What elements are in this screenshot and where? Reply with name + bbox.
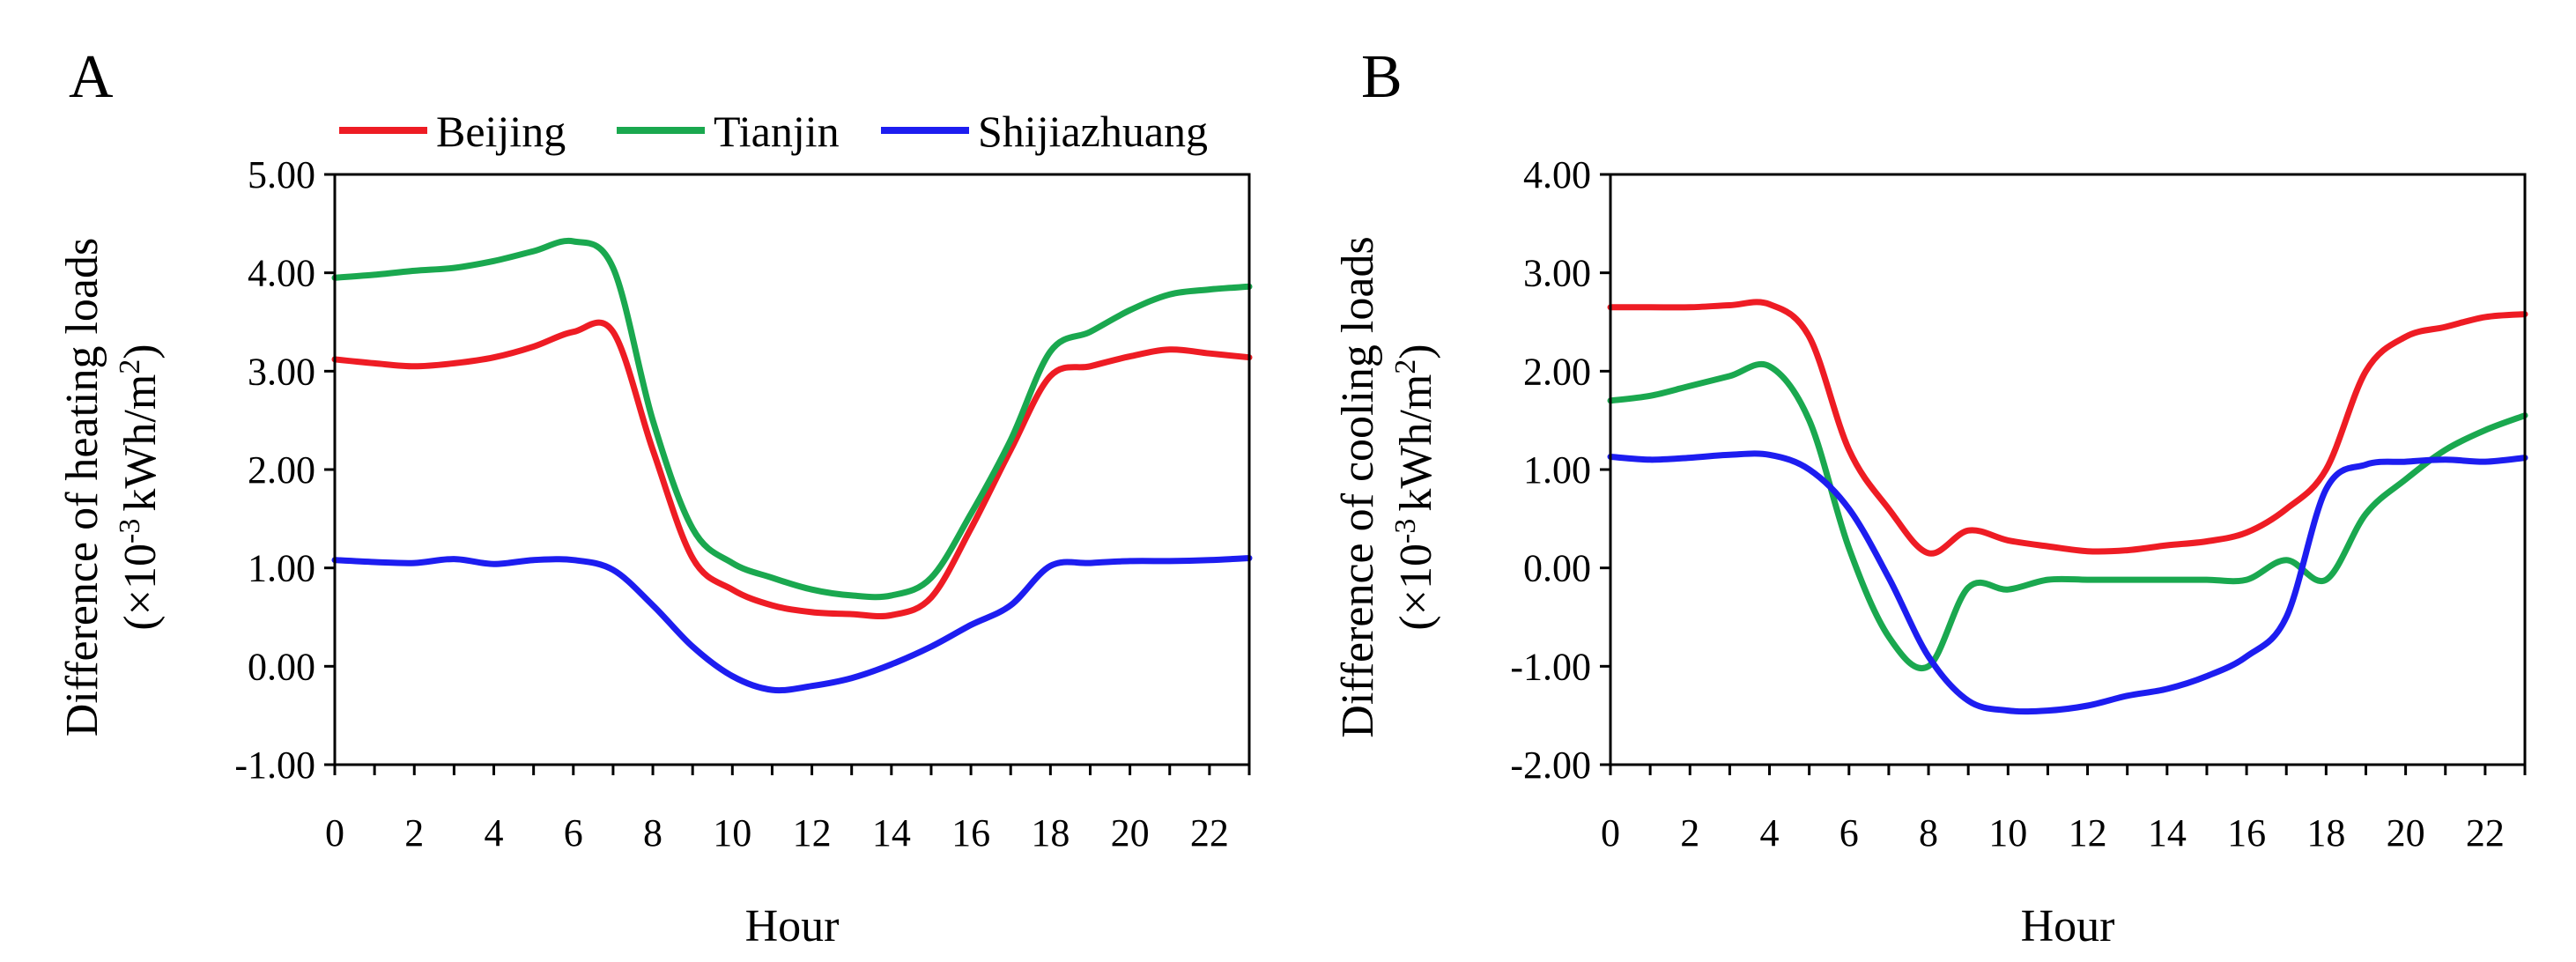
y-tick-label: 0.00	[1523, 547, 1591, 590]
x-tick-label: 16	[2227, 811, 2266, 855]
unit-suffix: kWh/m	[115, 374, 166, 512]
y-tick-label: -1.00	[1510, 645, 1591, 688]
x-tick-label: 2	[1680, 811, 1699, 855]
unit-close: )	[115, 344, 166, 359]
panel-b-x-axis-title: Hour	[2021, 901, 2115, 951]
series-line-tianjin	[331, 237, 1253, 601]
series-line-tianjin	[1607, 360, 2528, 671]
x-tick-label: 4	[1760, 811, 1780, 855]
x-tick-label: 0	[1601, 811, 1620, 855]
unit-prefix: (×10	[115, 544, 166, 631]
panel-a-plot-frame	[333, 173, 1251, 766]
y-tick-label: 4.00	[248, 252, 315, 295]
y-tick-label: 2.00	[1523, 350, 1591, 393]
legend-label-tianjin: Tianjin	[714, 107, 840, 156]
x-tick-label: 20	[2387, 811, 2425, 855]
legend-label-shijiazhuang: Shijiazhuang	[978, 107, 1208, 156]
x-tick-label: 14	[2148, 811, 2187, 855]
panel-a-series	[331, 237, 1253, 694]
x-tick-label: 22	[2466, 811, 2505, 855]
y-tick-label: 5.00	[248, 153, 315, 196]
unit-exponent: -3	[1389, 519, 1422, 544]
unit-prefix: (×10	[1391, 544, 1441, 631]
y-tick-label: 1.00	[1523, 448, 1591, 492]
y-tick-label: 2.00	[248, 448, 315, 492]
panel-b-y-axis-title: Difference of cooling loads (×10-3 kWh/m2…	[1333, 236, 1441, 737]
legend: Beijing Tianjin Shijiazhuang	[339, 107, 1208, 156]
x-tick-label: 6	[564, 811, 583, 855]
x-tick-label: 6	[1839, 811, 1859, 855]
x-tick-label: 20	[1111, 811, 1150, 855]
x-tick-label: 2	[404, 811, 424, 855]
panel-b-series	[1607, 299, 2528, 715]
y-tick-label: -1.00	[234, 744, 315, 787]
panel-a: A -1.00 0.00 1.00 2.00 3.00 4.00 5.00 0 2 4 6 8 10 12…	[57, 43, 1253, 951]
panel-a-y-axis-title: Difference of heating loads (×10-3 kWh/m2…	[57, 238, 166, 736]
y-tick-label: 3.00	[1523, 252, 1591, 295]
x-tick-label: 10	[713, 811, 751, 855]
x-tick-label: 0	[325, 811, 344, 855]
series-line-beijing	[1607, 299, 2528, 557]
unit-exponent: -3	[114, 519, 146, 544]
series-line-shijiazhuang	[331, 555, 1253, 694]
x-tick-label: 4	[485, 811, 504, 855]
panel-letter-b: B	[1361, 43, 1403, 111]
x-tick-label: 12	[793, 811, 832, 855]
unit-square: 2	[1389, 359, 1422, 374]
panel-b-y-axis-label: Difference of cooling loads	[1333, 236, 1383, 737]
unit-close: )	[1391, 344, 1441, 359]
unit-suffix: kWh/m	[1391, 374, 1441, 512]
series-line-shijiazhuang	[1607, 450, 2528, 715]
y-tick-label: 1.00	[248, 547, 315, 590]
series-line-beijing	[331, 319, 1253, 620]
x-tick-label: 22	[1190, 811, 1229, 855]
x-tick-label: 10	[1988, 811, 2027, 855]
x-tick-label: 18	[1031, 811, 1070, 855]
y-tick-label: 3.00	[248, 350, 315, 393]
panel-a-y-axis-label: Difference of heating loads	[57, 238, 107, 736]
panel-b-plot-frame	[1609, 173, 2527, 766]
x-tick-label: 14	[872, 811, 911, 855]
panel-b-ticks: -2.00 -1.00 0.00 1.00 2.00 3.00 4.00 0 2 4 6 8 10 12 1…	[1510, 153, 2527, 855]
x-tick-label: 16	[951, 811, 990, 855]
unit-square: 2	[114, 359, 146, 374]
panel-a-y-axis-unit: (×10-3 kWh/m2)	[114, 344, 167, 630]
x-tick-label: 18	[2306, 811, 2345, 855]
legend-label-beijing: Beijing	[436, 107, 566, 156]
y-tick-label: 4.00	[1523, 153, 1591, 196]
x-tick-label: 12	[2069, 811, 2107, 855]
panel-b: B -2.00 -1.00 0.00 1.00 2.00 3.00 4.00 0 2 4 6 8 10 1…	[1333, 43, 2528, 951]
x-tick-label: 8	[643, 811, 663, 855]
panel-b-y-axis-unit: (×10-3 kWh/m2)	[1389, 344, 1442, 630]
panel-letter-a: A	[69, 43, 114, 111]
y-tick-label: -2.00	[1510, 744, 1591, 787]
panel-a-x-axis-title: Hour	[745, 901, 840, 951]
panel-a-ticks: -1.00 0.00 1.00 2.00 3.00 4.00 5.00 0 2 4 6 8 10 12 14…	[234, 153, 1251, 855]
x-tick-label: 8	[1919, 811, 1938, 855]
y-tick-label: 0.00	[248, 645, 315, 688]
